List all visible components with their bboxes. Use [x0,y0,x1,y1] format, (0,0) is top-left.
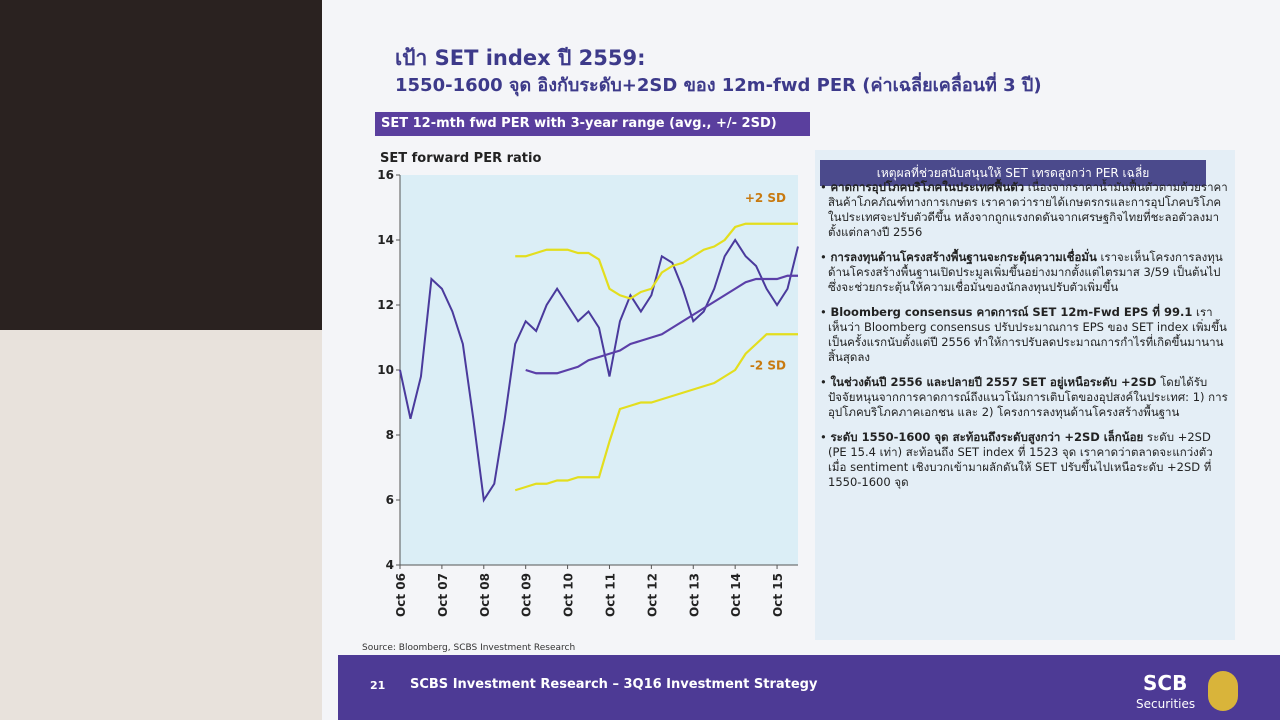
x-tick-label: Oct 06 [394,573,408,617]
subtitle: 1550-1600 จุด อิงกับระดับ+2SD ของ 12m-fw… [395,75,1042,96]
chart: SET forward PER ratio 4 6 8 10 12 14 16 Oct 06 O… [377,151,799,617]
series-line [514,333,798,492]
x-tick-label: Oct 14 [729,573,743,617]
y-tick-label: 16 [377,168,394,182]
logo [1208,671,1238,711]
bullet-lead: ในช่วงต้นปี 2556 และปลายปี 2557 SET อยู่… [830,375,1157,389]
series-line [515,222,798,300]
y-tick-label: 4 [386,558,394,572]
bullet-text: เนื่องจากราคาน้ำมันฟื้นตัวตามด้วยราคาสิน… [828,180,1228,239]
bullet-lead: ระดับ 1550-1600 จุด สะท้อนถึงระดับสูงกว่… [830,430,1144,444]
brand: SCB [1143,671,1188,695]
x-tick-label: Oct 15 [771,573,785,617]
bullets: • คาดการอุปโภคบริโภคในประเทศฟื้นตัว เนื่… [818,180,1228,500]
source: Source: Bloomberg, SCBS Investment Resea… [362,643,576,653]
title: เป้า SET index ปี 2559: [395,46,646,70]
bullet: • คาดการอุปโภคบริโภคในประเทศฟื้นตัว เนื่… [820,180,1228,239]
page-number: 21 [370,679,386,692]
brand-sub: Securities [1136,697,1196,711]
sidebar-heading: เหตุผลที่ช่วยสนับสนุนให้ SET เทรดสูงกว่า… [820,160,1206,186]
sidebar-bg [815,150,1235,640]
bullet: • ในช่วงต้นปี 2556 และปลายปี 2557 SET อย… [820,375,1228,419]
bullet-lead: คาดการอุปโภคบริโภคในประเทศฟื้นตัว [830,180,1025,194]
y-tick-label: 6 [386,493,394,507]
y-tick-label: 8 [386,428,394,442]
x-tick-label: Oct 11 [603,573,617,617]
y-tick-label: 12 [377,298,394,312]
x-tick-label: Oct 08 [478,573,492,617]
bullet-text: โดยได้รับปัจจัยหนุนจากการคาดการณ์ถึงแนวโ… [828,375,1228,419]
y-tick-label: 10 [377,363,394,377]
bullet: • ระดับ 1550-1600 จุด สะท้อนถึงระดับสูงก… [820,430,1213,489]
series-label: +2 SD [745,191,786,205]
bullet: • Bloomberg consensus คาดการณ์ SET 12m-F… [820,305,1227,364]
series-label: -2 SD [750,358,786,372]
y-tick-label: 14 [377,233,394,247]
bullet-lead: Bloomberg consensus คาดการณ์ SET 12m-Fwd… [830,305,1193,319]
series-line [399,238,799,503]
chart-title: SET forward PER ratio [380,151,541,166]
bullet-lead: การลงทุนด้านโครงสร้างพื้นฐานจะกระตุ้นควา… [830,250,1097,264]
x-tick-label: Oct 12 [645,573,659,617]
footer-text: SCBS Investment Research – 3Q16 Investme… [410,677,818,692]
bullet-text: ระดับ +2SD (PE 15.4 เท่า) สะท้อนถึง SET … [828,430,1213,489]
x-tick-label: Oct 10 [562,573,576,617]
plot-area [400,175,798,565]
bullet: • การลงทุนด้านโครงสร้างพื้นฐานจะกระตุ้นค… [820,250,1223,294]
x-tick-label: Oct 07 [436,573,450,617]
bullet-text: เราเห็นว่า Bloomberg consensus ปรับประมา… [828,305,1227,364]
footer: 21 SCBS Investment Research – 3Q16 Inves… [338,655,1280,720]
x-tick-label: Oct 13 [687,573,701,617]
series-line [525,274,798,375]
x-tick-label: Oct 09 [520,573,534,617]
background [0,330,330,720]
chart-heading: SET 12-mth fwd PER with 3-year range (av… [375,112,810,136]
bullet-text: เราจะเห็นโครงการลงทุนด้านโครงสร้างพื้นฐา… [828,250,1223,294]
